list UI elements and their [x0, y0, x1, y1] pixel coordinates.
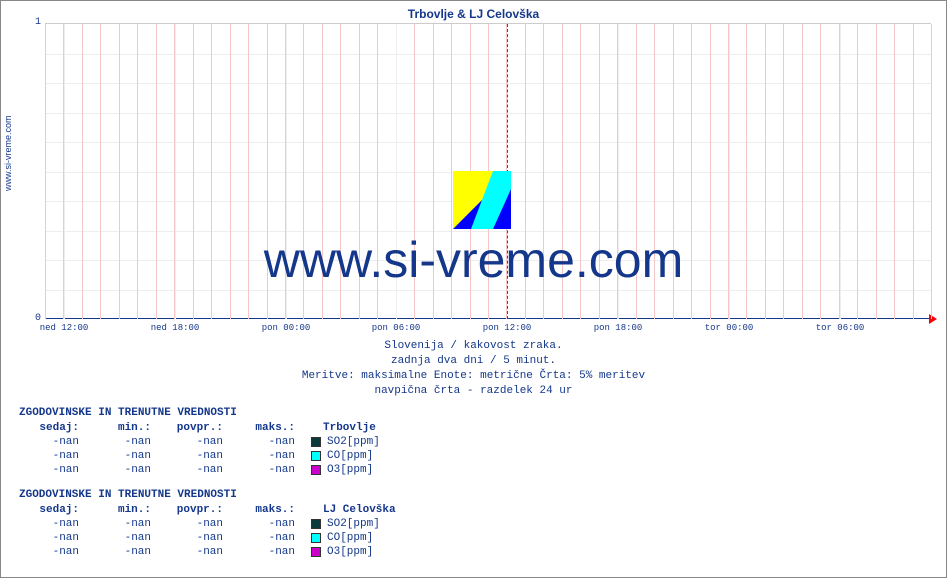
data-tables: ZGODOVINSKE IN TRENUTNE VREDNOSTI sedaj:… [19, 407, 396, 571]
location-name-0: Trbovlje [323, 422, 376, 434]
table-row: -nan -nan -nan -nan O3[ppm] [19, 463, 396, 477]
table-row: -nan -nan -nan -nan SO2[ppm] [19, 517, 396, 531]
site-url-sidelabel: www.si-vreme.com [3, 115, 13, 191]
swatch-icon [311, 465, 321, 475]
swatch-icon [311, 547, 321, 557]
table-row: -nan -nan -nan -nan CO[ppm] [19, 531, 396, 545]
xtick-2: pon 00:00 [262, 323, 311, 333]
xtick-5: pon 18:00 [594, 323, 643, 333]
xtick-7: tor 06:00 [816, 323, 865, 333]
table-section-title-1: ZGODOVINSKE IN TRENUTNE VREDNOSTI [19, 489, 396, 501]
metric-label: CO[ppm] [327, 532, 373, 544]
col-header-min: min.: [91, 422, 163, 434]
table-block-0: ZGODOVINSKE IN TRENUTNE VREDNOSTI sedaj:… [19, 407, 396, 477]
col-header-max: maks.: [235, 422, 307, 434]
xtick-3: pon 06:00 [372, 323, 421, 333]
metric-label: CO[ppm] [327, 450, 373, 462]
col-header-avg: povpr.: [163, 504, 235, 516]
xtick-6: tor 00:00 [705, 323, 754, 333]
swatch-icon [311, 437, 321, 447]
col-header-now: sedaj: [19, 422, 91, 434]
xtick-1: ned 18:00 [151, 323, 200, 333]
swatch-icon [311, 533, 321, 543]
metric-label: SO2[ppm] [327, 436, 380, 448]
watermark-text: www.si-vreme.com [1, 231, 946, 289]
caption-line-3: Meritve: maksimalne Enote: metrične Črta… [1, 369, 946, 384]
caption-line-1: Slovenija / kakovost zraka. [1, 339, 946, 354]
xtick-0: ned 12:00 [40, 323, 89, 333]
metric-label: SO2[ppm] [327, 518, 380, 530]
table-row: -nan -nan -nan -nan SO2[ppm] [19, 435, 396, 449]
table-row: -nan -nan -nan -nan O3[ppm] [19, 545, 396, 559]
location-name-1: LJ Celovška [323, 504, 396, 516]
swatch-icon [311, 451, 321, 461]
ytick-1: 1 [29, 17, 41, 28]
table-section-title-0: ZGODOVINSKE IN TRENUTNE VREDNOSTI [19, 407, 396, 419]
table-row: -nan -nan -nan -nan CO[ppm] [19, 449, 396, 463]
col-header-now: sedaj: [19, 504, 91, 516]
chart-caption: Slovenija / kakovost zraka. zadnja dva d… [1, 339, 946, 398]
xtick-4: pon 12:00 [483, 323, 532, 333]
metric-label: O3[ppm] [327, 546, 373, 558]
caption-line-2: zadnja dva dni / 5 minut. [1, 354, 946, 369]
chart-title: Trbovlje & LJ Celovška [1, 7, 946, 21]
caption-line-4: navpična črta - razdelek 24 ur [1, 384, 946, 399]
col-header-avg: povpr.: [163, 422, 235, 434]
metric-label: O3[ppm] [327, 464, 373, 476]
swatch-icon [311, 519, 321, 529]
col-header-max: maks.: [235, 504, 307, 516]
watermark-logo-icon [453, 171, 511, 229]
col-header-min: min.: [91, 504, 163, 516]
table-block-1: ZGODOVINSKE IN TRENUTNE VREDNOSTI sedaj:… [19, 489, 396, 559]
